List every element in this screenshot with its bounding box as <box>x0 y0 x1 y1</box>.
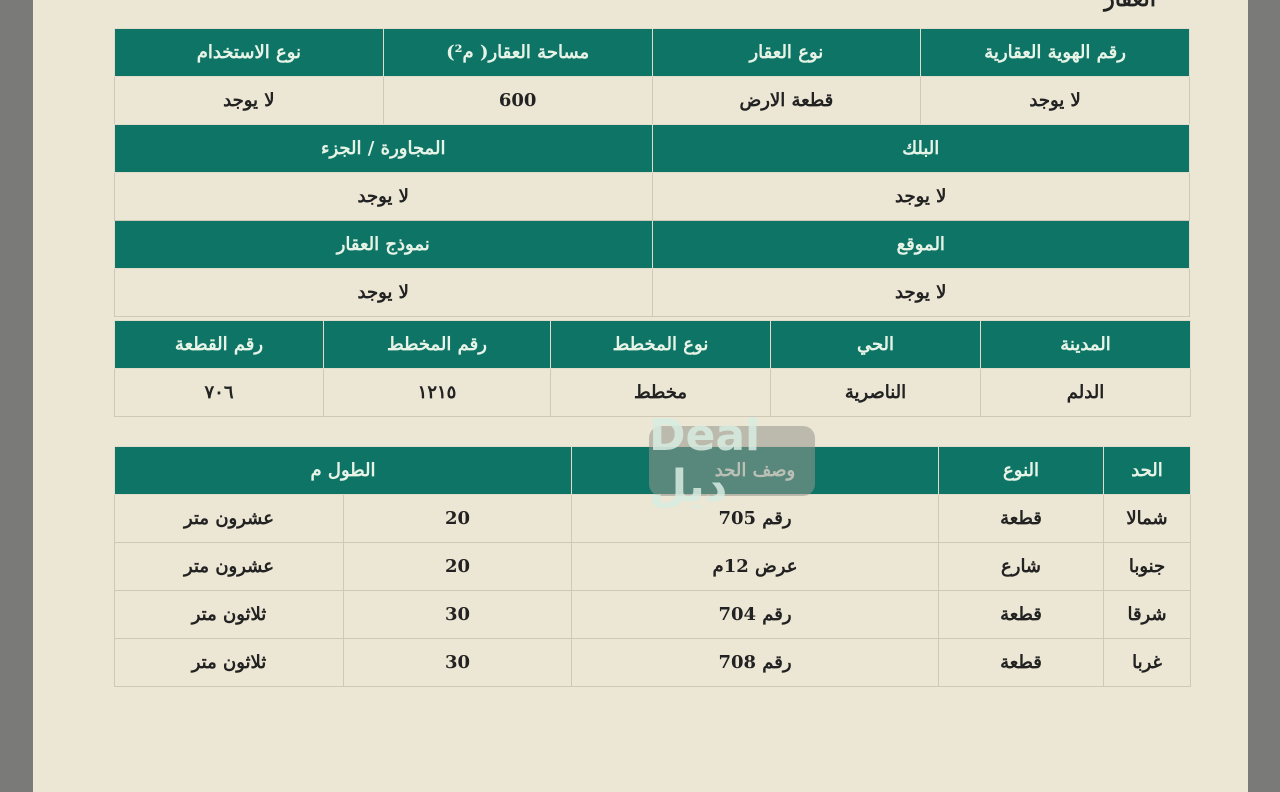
table-row: شرقا قطعة رقم 704 30 ثلاثون متر <box>113 590 1192 639</box>
value-cell: لا يوجد <box>651 172 1190 221</box>
value-cell: الناصرية <box>770 368 981 417</box>
value-cell: ١٢١٥ <box>323 368 551 417</box>
value-cell: لا يوجد <box>114 76 384 125</box>
value-cell: لا يوجد <box>651 268 1190 317</box>
value-cell: الدلم <box>980 368 1191 417</box>
value-cell: ٧٠٦ <box>114 368 324 417</box>
header-cell: الحي <box>770 320 981 369</box>
header-cell: الحد <box>1103 446 1192 495</box>
header-cell: الطول م <box>113 446 573 495</box>
header-cell: المجاورة / الجزء <box>114 124 653 173</box>
direction-cell: غربا <box>1103 638 1192 687</box>
description-cell: عرض 12م <box>571 542 940 591</box>
property-table: رقم الهوية العقارية نوع العقار مساحة الع… <box>114 28 1190 125</box>
header-cell: نوع الاستخدام <box>114 28 384 77</box>
value-cell: لا يوجد <box>920 76 1190 125</box>
description-cell: رقم 704 <box>571 590 940 639</box>
value-cell: لا يوجد <box>114 268 653 317</box>
type-cell: شارع <box>938 542 1105 591</box>
header-cell: الموقع <box>651 220 1190 269</box>
direction-cell: جنوبا <box>1103 542 1192 591</box>
value-cell: 600 <box>382 76 653 125</box>
length-words-cell: عشرون متر <box>113 542 345 591</box>
header-cell: رقم الهوية العقارية <box>920 28 1190 77</box>
length-words-cell: عشرون متر <box>113 494 345 543</box>
header-cell: نوع العقار <box>651 28 922 77</box>
table-row: غربا قطعة رقم 708 30 ثلاثون متر <box>113 638 1192 687</box>
header-cell: رقم المخطط <box>323 320 551 369</box>
header-cell: البلك <box>651 124 1190 173</box>
value-cell: مخطط <box>550 368 771 417</box>
direction-cell: شرقا <box>1103 590 1192 639</box>
header-cell: النوع <box>938 446 1105 495</box>
value-cell: قطعة الارض <box>651 76 922 125</box>
type-cell: قطعة <box>938 638 1105 687</box>
type-cell: قطعة <box>938 590 1105 639</box>
length-cell: 30 <box>343 590 573 639</box>
header-cell: رقم القطعة <box>114 320 324 369</box>
description-cell: رقم 708 <box>571 638 940 687</box>
header-cell: نوع المخطط <box>550 320 771 369</box>
header-cell: المدينة <box>980 320 1191 369</box>
block-table: البلك المجاورة / الجزء لا يوجد لا يوجد ا… <box>114 124 1190 317</box>
length-cell: 20 <box>343 494 573 543</box>
length-cell: 30 <box>343 638 573 687</box>
boundaries-table: الحد النوع وصف الحد الطول م شمالا قطعة ر… <box>113 446 1192 687</box>
length-words-cell: ثلاثون متر <box>113 638 345 687</box>
header-cell: نموذج العقار <box>114 220 653 269</box>
table-row: جنوبا شارع عرض 12م 20 عشرون متر <box>113 542 1192 591</box>
length-cell: 20 <box>343 542 573 591</box>
section-title: العقار <box>1104 0 1156 12</box>
header-cell: مساحة العقار( م²) <box>382 28 653 77</box>
watermark-logo: Deal ديل <box>649 410 815 512</box>
table-row: شمالا قطعة رقم 705 20 عشرون متر <box>113 494 1192 543</box>
type-cell: قطعة <box>938 494 1105 543</box>
length-words-cell: ثلاثون متر <box>113 590 345 639</box>
plan-table: المدينة الحي نوع المخطط رقم المخطط رقم ا… <box>114 320 1191 417</box>
direction-cell: شمالا <box>1103 494 1192 543</box>
value-cell: لا يوجد <box>114 172 653 221</box>
